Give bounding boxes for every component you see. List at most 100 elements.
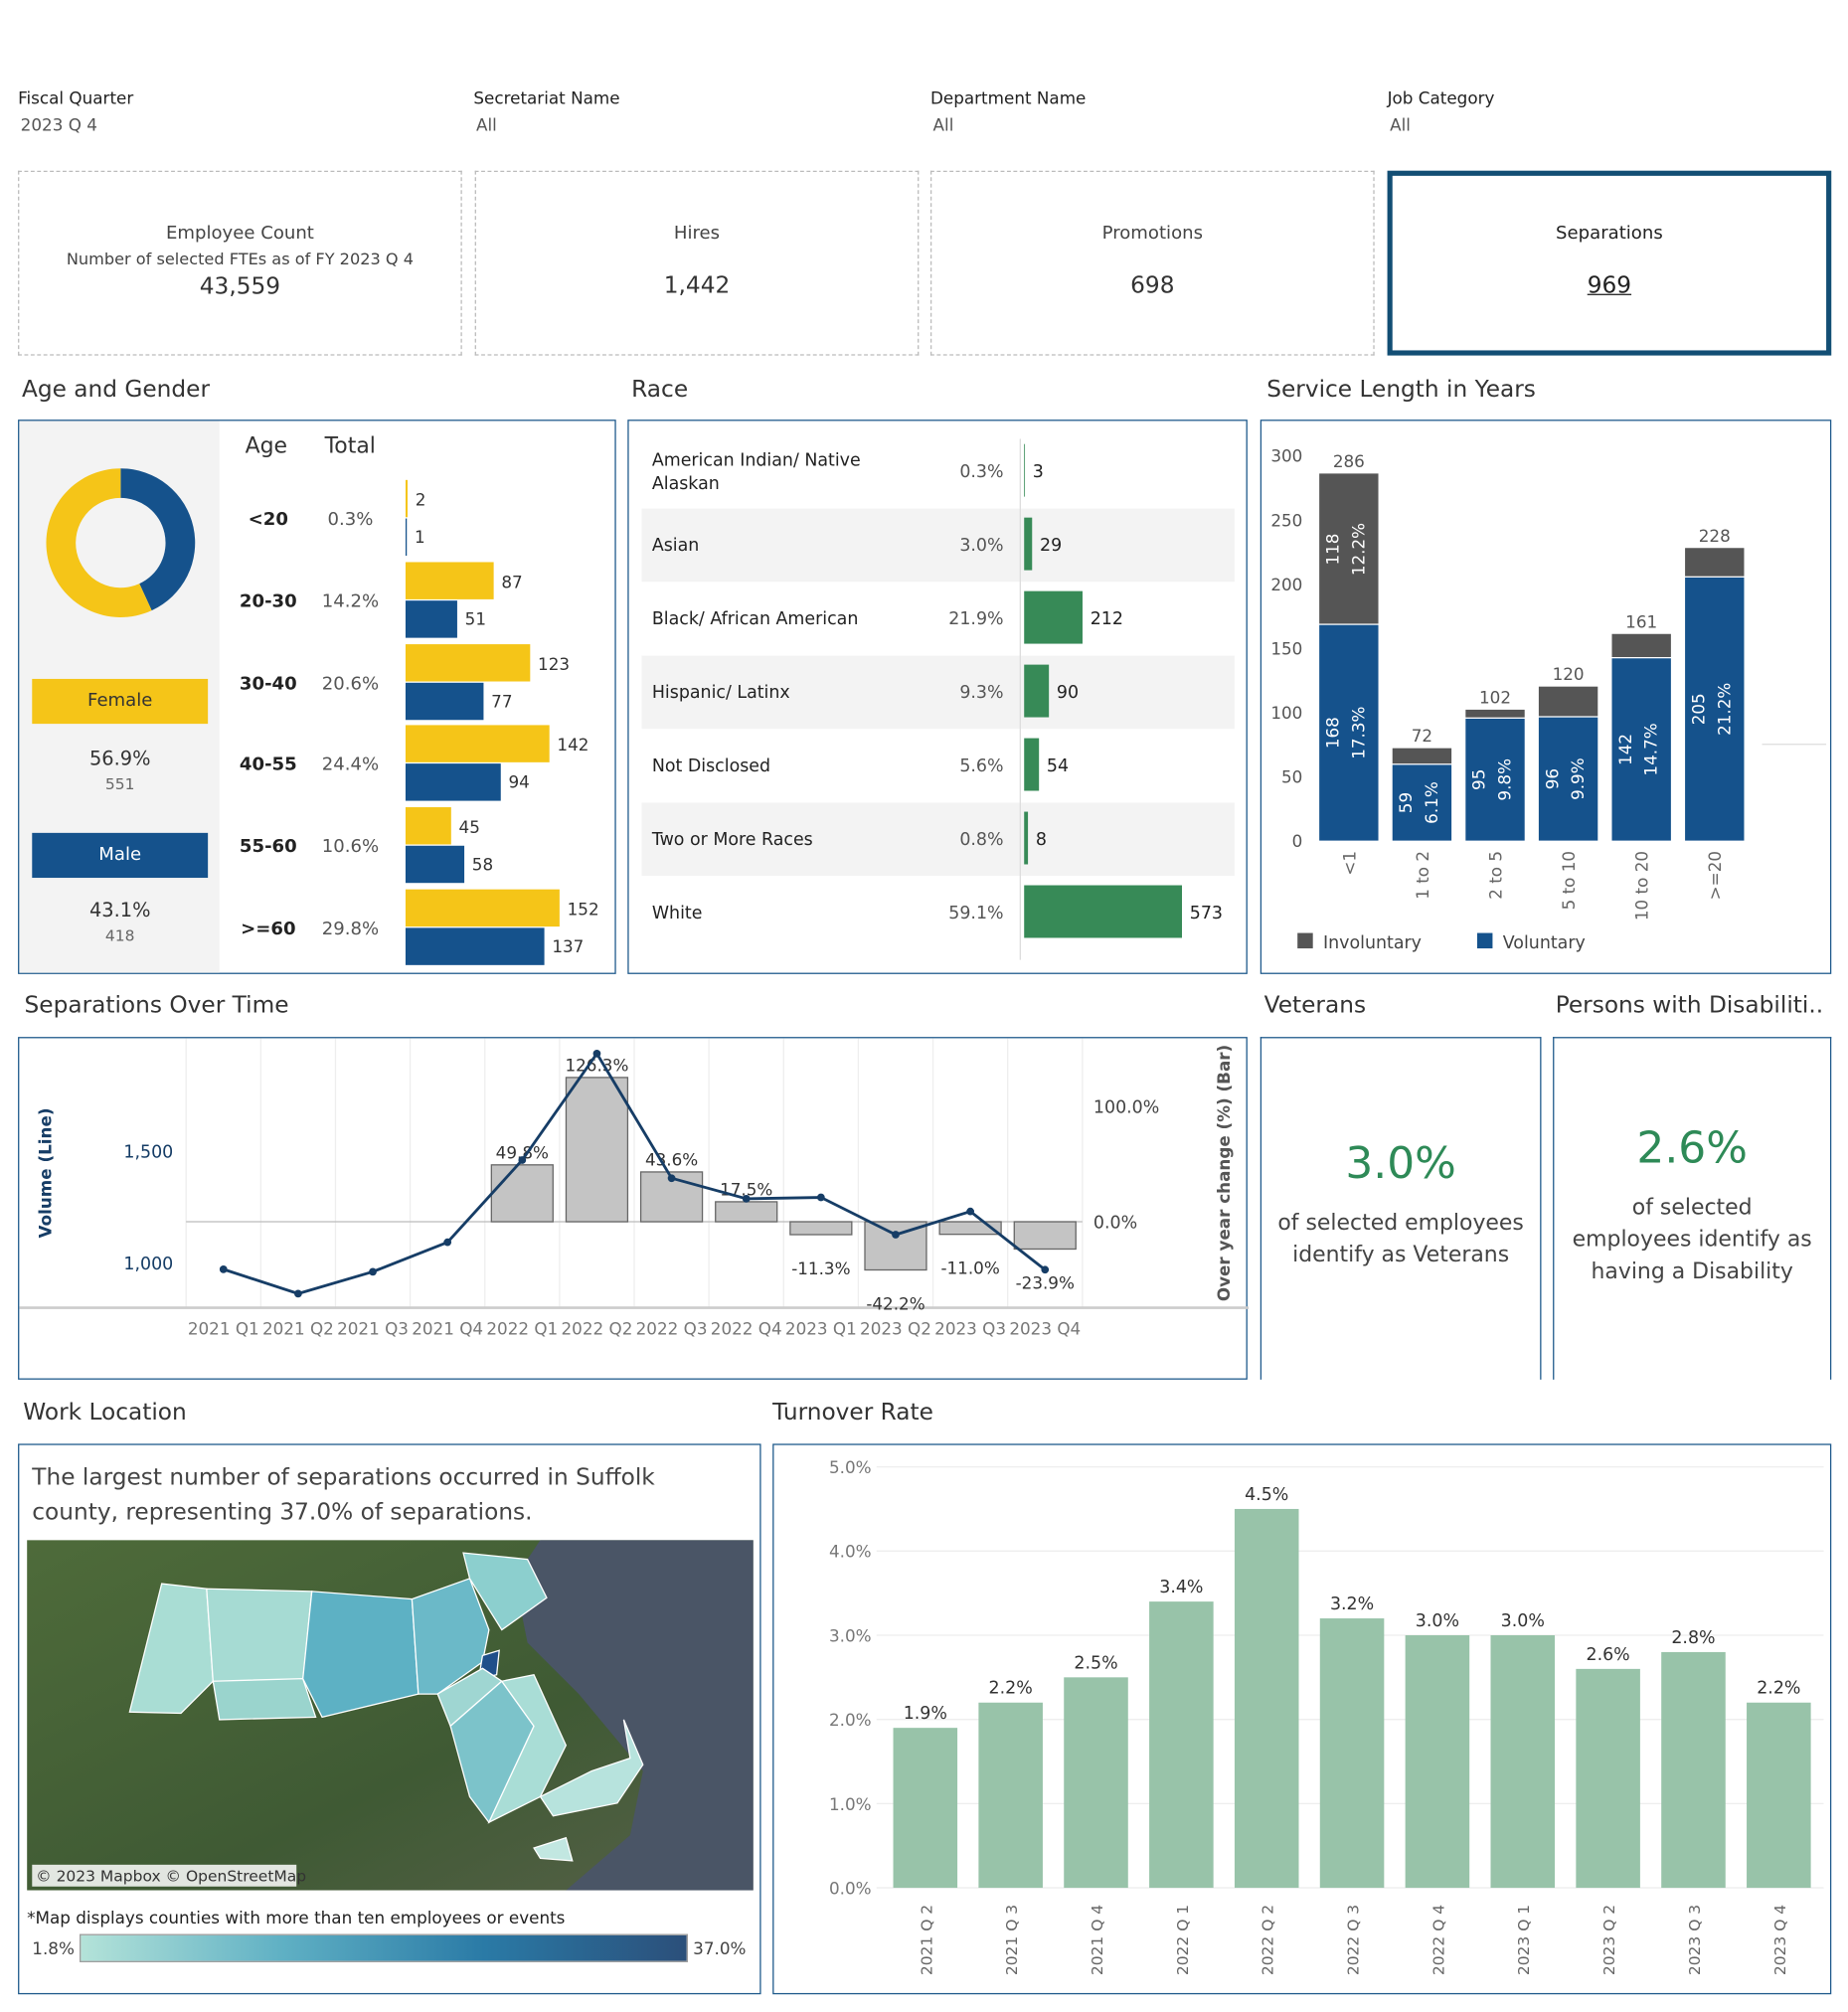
kpi-title: Employee Count [165, 223, 314, 245]
voluntary-bar [1319, 624, 1379, 841]
county-worcester[interactable] [302, 1591, 420, 1719]
male-bar [405, 927, 545, 965]
kpi-value: 43,559 [199, 272, 281, 301]
volume-point [1041, 1265, 1050, 1274]
filter-department[interactable]: Department Name All [930, 89, 1086, 135]
county-barnstable[interactable] [539, 1719, 644, 1817]
volume-point [592, 1049, 601, 1058]
county-hampden[interactable] [212, 1677, 317, 1721]
race-bar [1024, 590, 1083, 644]
y-tick-label: 0.0% [829, 1879, 872, 1899]
turnover-bar [1405, 1634, 1470, 1889]
total-label: 161 [1625, 611, 1657, 631]
race-bar-label: 8 [1036, 830, 1047, 850]
turnover-bar [1490, 1634, 1556, 1889]
involuntary-pct-label: 12.2% [1348, 523, 1368, 576]
race-bar-label: 90 [1057, 683, 1079, 703]
male-legend-button[interactable]: Male [32, 832, 209, 879]
x-tick-label: 10 to 20 [1632, 851, 1652, 921]
filter-value[interactable]: 2023 Q 4 [20, 116, 97, 136]
turnover-bar [978, 1702, 1043, 1889]
y-tick-label: 100 [1270, 703, 1302, 723]
y-tick-label: 3.0% [829, 1625, 872, 1645]
x-tick-label: 2021 Q 4 [1089, 1905, 1106, 1975]
female-bar [405, 644, 531, 682]
involuntary-count-label: 118 [1323, 534, 1343, 566]
turnover-label: 1.9% [904, 1704, 947, 1724]
volume-point [369, 1267, 377, 1276]
female-bar-label: 87 [501, 572, 522, 591]
massachusetts-map[interactable] [27, 1540, 754, 1891]
county-dukes[interactable] [533, 1836, 574, 1862]
female-legend-button[interactable]: Female [32, 678, 209, 725]
x-tick-label: 2022 Q 4 [1429, 1905, 1447, 1975]
filter-value[interactable]: All [475, 116, 497, 136]
voluntary-pct-label: 17.3% [1348, 707, 1368, 759]
map-ocean [514, 1540, 754, 1891]
male-bar-label: 137 [552, 936, 584, 956]
filter-value[interactable]: All [932, 116, 954, 136]
race-row-band [641, 508, 1235, 583]
kpi-hires[interactable]: Hires 1,442 [474, 170, 920, 356]
legend-max: 37.0% [693, 1939, 747, 1960]
county-essex[interactable] [462, 1552, 548, 1631]
x-tick-label: 2022 Q1 [486, 1319, 558, 1339]
age-total-pct: 10.6% [322, 836, 379, 857]
turnover-label: 3.2% [1330, 1594, 1374, 1614]
kpi-promotions[interactable]: Promotions 698 [929, 170, 1375, 356]
yoy-change-bar [1013, 1221, 1077, 1251]
disabilities-panel: 2.6% of selected employees identify as h… [1553, 1037, 1832, 1380]
x-tick-label: 2023 Q 2 [1600, 1905, 1618, 1975]
x-tick-label: 2022 Q2 [562, 1319, 633, 1339]
race-pct: 9.3% [959, 683, 1003, 703]
turnover-label: 3.0% [1416, 1611, 1459, 1631]
x-tick-label: 2022 Q 2 [1260, 1905, 1277, 1975]
total-label: 102 [1479, 687, 1511, 707]
involuntary-bar [1465, 709, 1525, 718]
section-title-turnover: Turnover Rate [772, 1399, 933, 1426]
kpi-separations[interactable]: Separations 969 [1387, 170, 1832, 356]
volume-point [667, 1174, 676, 1183]
volume-point [816, 1193, 825, 1202]
kpi-title: Hires [673, 223, 721, 245]
turnover-label: 2.8% [1671, 1628, 1715, 1648]
age-total-pct: 20.6% [322, 673, 379, 694]
filter-fiscal-quarter[interactable]: Fiscal Quarter 2023 Q 4 [18, 89, 133, 135]
veterans-panel: 3.0% of selected employees identify as V… [1260, 1037, 1542, 1380]
volume-point [294, 1289, 302, 1298]
turnover-bar [1576, 1668, 1640, 1889]
kpi-employee-count[interactable]: Employee Count Number of selected FTEs a… [18, 170, 462, 356]
filter-job-category[interactable]: Job Category All [1388, 89, 1495, 135]
turnover-chart: 0.0% 1.0% 2.0% 3.0% 4.0% 5.0% 1.9% 2021 Q 2 2.2%… [829, 1457, 1824, 1975]
race-bar [1024, 811, 1029, 865]
age-label: 20-30 [240, 591, 297, 612]
filter-label: Job Category [1387, 89, 1495, 109]
age-label: >=60 [241, 919, 295, 939]
yoy-change-bar [789, 1221, 853, 1236]
x-tick-label: 2023 Q 4 [1771, 1905, 1789, 1975]
turnover-label: 2.2% [989, 1679, 1033, 1699]
race-label: Two or More Races [651, 830, 813, 850]
separations-time-panel: 2021 Q1 2021 Q2 2021 Q3 2021 Q4 49.8% 2022 Q1… [18, 1037, 1250, 1380]
total-label: 286 [1333, 451, 1365, 471]
female-bar-label: 2 [416, 490, 426, 510]
turnover-label: 2.5% [1074, 1653, 1117, 1673]
age-label: 55-60 [240, 836, 297, 857]
involuntary-bar [1319, 473, 1379, 624]
involuntary-bar [1611, 633, 1671, 657]
filter-value[interactable]: All [1390, 116, 1411, 136]
county-franklin-hampshire[interactable] [206, 1588, 313, 1693]
legend-min: 1.8% [32, 1939, 75, 1960]
x-tick-label: 1 to 2 [1413, 851, 1432, 900]
map-attribution[interactable]: © 2023 Mapbox © OpenStreetMap [36, 1867, 307, 1886]
turnover-bar [1234, 1508, 1299, 1889]
filter-secretariat[interactable]: Secretariat Name All [473, 89, 619, 135]
y-left-tick: 1,500 [123, 1142, 173, 1162]
male-bar [405, 600, 457, 638]
kpi-value: 969 [1587, 271, 1632, 299]
voluntary-count-label: 95 [1469, 769, 1489, 790]
y-tick-label: 200 [1270, 575, 1302, 594]
y-tick-label: 50 [1281, 767, 1302, 787]
y-tick-label: 250 [1270, 510, 1302, 530]
work-location-panel: The largest number of separations occurr… [18, 1443, 761, 1995]
